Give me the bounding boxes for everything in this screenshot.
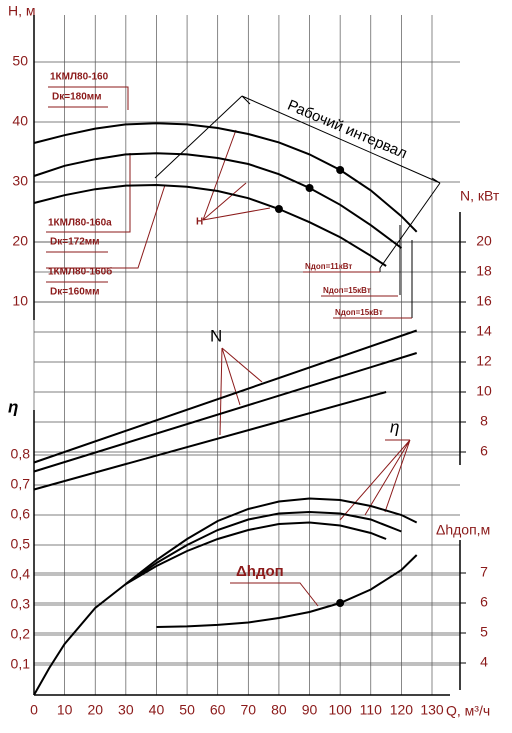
y-tick-label: 30 (12, 173, 28, 189)
x-tick-label: 70 (241, 702, 257, 718)
curve (156, 554, 418, 628)
x-tick-label: 110 (360, 702, 383, 718)
curve (33, 122, 418, 233)
grid (33, 15, 460, 695)
x-tick-label: 80 (271, 702, 287, 718)
y3-tick-label: 0,2 (11, 626, 31, 642)
y-tick-label: 10 (12, 293, 28, 309)
annotation: Dк=180мм (52, 92, 102, 103)
y3-tick-label: 0,3 (11, 596, 31, 612)
plot: 0 10 20 30 40 50 60 70 80 90 100 110 120 130 10 20 30 40 5… (11, 15, 492, 718)
point-marker (336, 599, 345, 607)
curve (33, 497, 418, 696)
y2-tick-label: 18 (476, 263, 492, 279)
y2-tick-label: 8 (480, 413, 488, 429)
y2-tick-label: 10 (476, 383, 492, 399)
y3-tick-label: 0,6 (11, 506, 31, 522)
y4-tick-label: 5 (480, 624, 488, 640)
x-axis-label: Q, м³/ч (446, 703, 490, 719)
x-tick-label: 0 (30, 702, 38, 718)
annotation: Δhдоп (236, 563, 284, 580)
y2-tick-label: 20 (476, 233, 492, 249)
y2-axis-label: N, кВт (460, 188, 500, 204)
x-tick-label: 90 (302, 702, 318, 718)
x-tick-label: 40 (149, 702, 165, 718)
point-marker (336, 166, 345, 174)
y-tick-label: 40 (12, 113, 28, 129)
x-tick-label: 60 (210, 702, 226, 718)
y2-tick-label: 12 (476, 353, 492, 369)
annotation-leaders (46, 86, 441, 607)
y2-tick-label: 14 (476, 323, 492, 339)
annotation: Nдоп=15кВт (335, 308, 383, 317)
annotation: N (210, 326, 222, 345)
curve (125, 510, 402, 585)
x-tick-label: 30 (118, 702, 134, 718)
annotation: 1КМЛ80-160а (48, 218, 112, 229)
x-tick-label: 20 (87, 702, 103, 718)
x-tick-label: 120 (390, 702, 414, 718)
y4-axis-label: Δhдоп,м (436, 522, 490, 538)
curve (125, 521, 387, 585)
y3-tick-label: 0,4 (11, 566, 31, 582)
annotation: Dк=160мм (50, 287, 100, 298)
y-tick-label: 50 (12, 53, 28, 69)
y3-tick-label: 0,5 (11, 536, 31, 552)
x-tick-label: 50 (179, 702, 195, 718)
y3-tick-label: 0,8 (11, 446, 31, 462)
y4-tick-label: 6 (480, 594, 488, 610)
annotation: 1КМЛ80-160 (50, 72, 109, 83)
annotation: 1КМЛ80-160б (48, 266, 112, 278)
y4-tick-label: 4 (480, 654, 488, 670)
y4-tick-label: 7 (480, 564, 488, 580)
x-tick-label: 130 (420, 702, 444, 718)
x-tick-label: 100 (328, 702, 352, 718)
y2-tick-label: 6 (480, 443, 488, 459)
curve (33, 183, 387, 267)
point-marker (274, 205, 283, 213)
annotation: η (390, 417, 399, 436)
annotation: Nдоп=15кВт (323, 286, 371, 295)
y-axis-label: H, м (8, 3, 36, 19)
y3-axis-label: η (8, 397, 18, 416)
y3-tick-label: 0,1 (11, 656, 31, 672)
curve (33, 352, 417, 473)
y3-tick-label: 0,7 (11, 476, 31, 492)
x-tick-label: 10 (57, 702, 73, 718)
y2-tick-label: 16 (476, 293, 492, 309)
point-marker (305, 184, 314, 192)
annotation: Н (196, 217, 203, 228)
annotation: Dк=172мм (50, 237, 100, 248)
annotation: Nдоп=11кВт (305, 262, 352, 271)
curve (33, 391, 387, 491)
curve (33, 152, 402, 249)
curve (33, 329, 418, 464)
y-tick-label: 20 (12, 233, 28, 249)
